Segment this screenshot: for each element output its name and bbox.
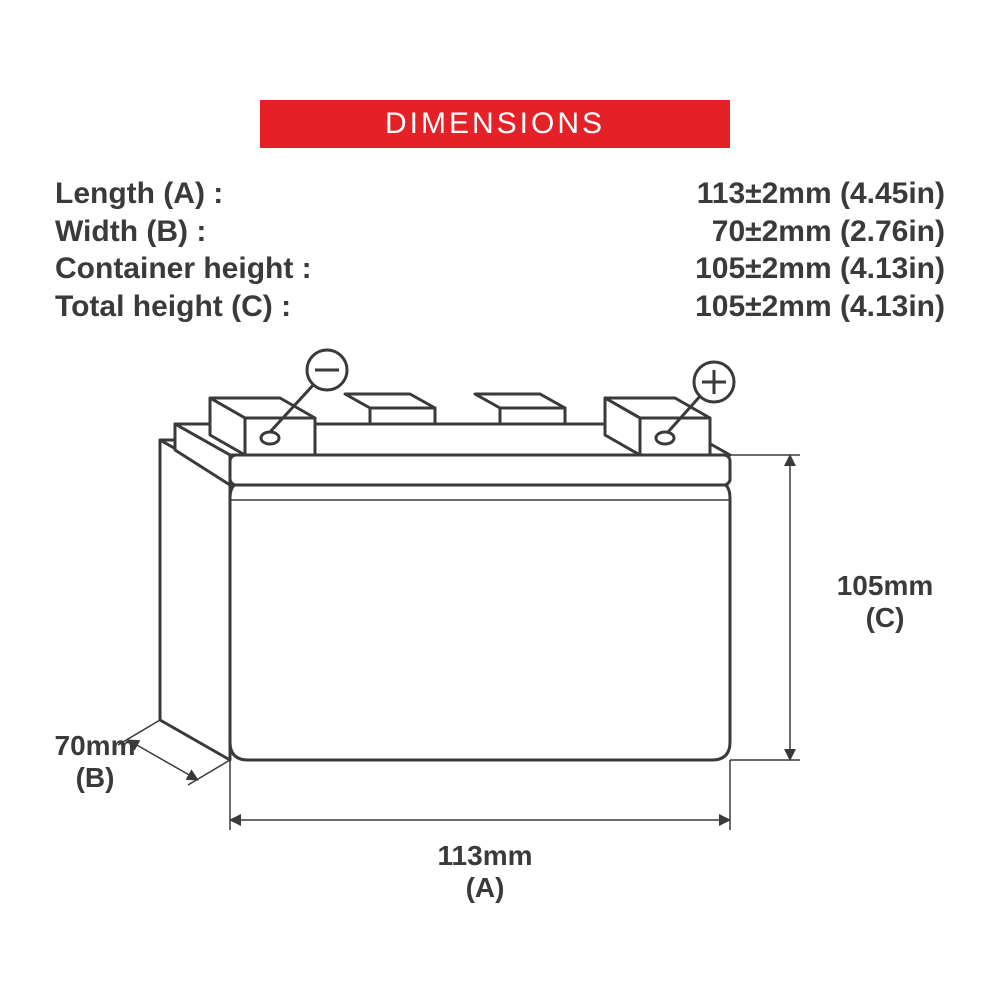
- dim-height-label: 105mm (C): [820, 570, 950, 634]
- dim-width-label: 70mm (B): [35, 730, 155, 794]
- dim-length-code: (A): [420, 872, 550, 904]
- dim-length-label: 113mm (A): [420, 840, 550, 904]
- dim-height-value: 105mm: [820, 570, 950, 602]
- dim-height-code: (C): [820, 602, 950, 634]
- dim-width-value: 70mm: [35, 730, 155, 762]
- dim-length-value: 113mm: [420, 840, 550, 872]
- dim-width-code: (B): [35, 762, 155, 794]
